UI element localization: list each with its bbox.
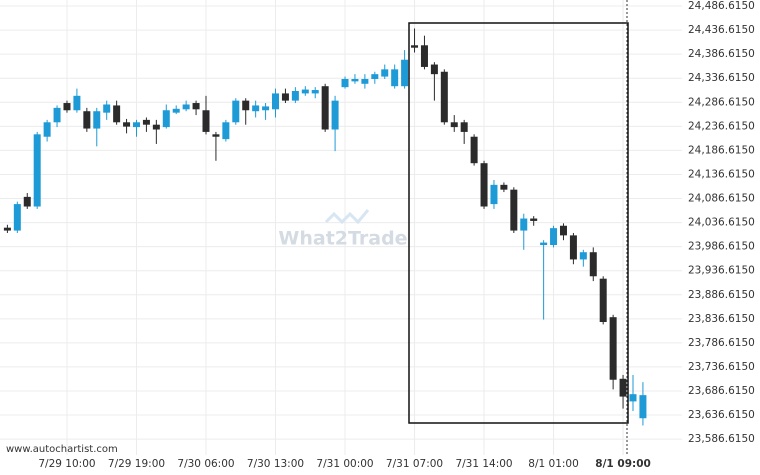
- candle-body: [391, 69, 399, 87]
- candle-body: [351, 78, 359, 82]
- candle-body: [182, 104, 190, 110]
- x-tick-label: 7/29 10:00: [38, 458, 95, 470]
- candle-body: [281, 93, 289, 101]
- source: www.autochartist.com: [6, 444, 118, 455]
- candle-body: [73, 95, 81, 111]
- y-tick-label: 23,786.6150: [688, 337, 755, 349]
- x-tick-label: 8/1 09:00: [595, 458, 651, 470]
- candle-body: [321, 86, 329, 130]
- candle-body: [540, 242, 548, 245]
- y-tick-label: 23,636.6150: [688, 409, 755, 421]
- candle-body: [232, 100, 240, 123]
- watermark: What2Trade: [278, 228, 407, 250]
- candle-body: [113, 105, 121, 123]
- candle-body: [252, 105, 260, 112]
- candle-body: [500, 184, 508, 190]
- y-tick-label: 23,836.6150: [688, 313, 755, 325]
- y-tick-label: 24,036.6150: [688, 217, 755, 229]
- y-tick-label: 24,136.6150: [688, 168, 755, 180]
- candle-body: [23, 196, 31, 207]
- y-tick-label: 23,936.6150: [688, 265, 755, 277]
- candle-body: [93, 111, 101, 129]
- y-tick-label: 23,986.6150: [688, 241, 755, 253]
- y-tick-label: 24,186.6150: [688, 144, 755, 156]
- y-tick-label: 23,586.6150: [688, 433, 755, 445]
- x-tick-label: 7/30 06:00: [177, 458, 234, 470]
- candle-body: [172, 108, 180, 113]
- candle-body: [589, 252, 597, 277]
- candle-body: [301, 89, 309, 94]
- candle-body: [530, 218, 538, 221]
- candle-body: [341, 78, 349, 88]
- candle-body: [152, 124, 160, 130]
- y-tick-label: 24,086.6150: [688, 193, 755, 205]
- pattern-box: [408, 22, 629, 424]
- y-tick-label: 24,486.6150: [688, 0, 755, 12]
- candle-body: [361, 78, 369, 84]
- candle-body: [142, 119, 150, 125]
- candle-body: [639, 395, 647, 419]
- y-tick-label: 24,236.6150: [688, 120, 755, 132]
- candle-body: [559, 225, 567, 236]
- candle-body: [162, 110, 170, 128]
- x-tick-label: 7/31 00:00: [316, 458, 373, 470]
- candle-body: [490, 184, 498, 205]
- candle-body: [371, 74, 379, 79]
- candle-body: [242, 100, 250, 111]
- candle-body: [331, 100, 339, 130]
- y-tick-label: 24,386.6150: [688, 48, 755, 60]
- candle-body: [83, 111, 91, 129]
- candle-body: [430, 64, 438, 75]
- candle-body: [53, 107, 61, 123]
- candle-body: [420, 45, 428, 67]
- candle-body: [381, 69, 389, 77]
- candle-body: [520, 218, 528, 231]
- candle-body: [599, 278, 607, 322]
- x-tick-label: 7/29 19:00: [108, 458, 165, 470]
- candle-body: [202, 110, 210, 132]
- candle-body: [192, 103, 200, 110]
- watermark-logo: [324, 209, 370, 225]
- y-tick-label: 24,336.6150: [688, 72, 755, 84]
- candle-body: [619, 378, 627, 397]
- candle-body: [132, 122, 140, 128]
- y-tick-label: 23,686.6150: [688, 385, 755, 397]
- candle-body: [510, 189, 518, 231]
- candle-body: [272, 93, 280, 110]
- candle-body: [460, 122, 468, 132]
- candle-body: [579, 252, 587, 260]
- candle-body: [33, 134, 41, 207]
- candle-body: [470, 136, 478, 164]
- x-tick-label: 7/31 14:00: [455, 458, 512, 470]
- candle-body: [103, 104, 111, 113]
- candle-body: [450, 122, 458, 128]
- candle-body: [13, 204, 21, 231]
- candle-body: [629, 394, 637, 402]
- candle-body: [222, 122, 230, 140]
- candle-body: [262, 106, 270, 111]
- candle-body: [291, 91, 299, 101]
- candle-body: [550, 228, 558, 245]
- candle-body: [212, 134, 220, 137]
- candle-body: [569, 235, 577, 260]
- candle-body: [123, 122, 131, 127]
- x-tick-label: 7/30 13:00: [247, 458, 304, 470]
- x-tick-label: 7/31 07:00: [386, 458, 443, 470]
- y-tick-label: 24,436.6150: [688, 24, 755, 36]
- candle-body: [401, 59, 409, 87]
- candle-body: [480, 163, 488, 207]
- x-tick-label: 8/1 01:00: [528, 458, 579, 470]
- candle-body: [63, 103, 71, 111]
- candle-body: [311, 90, 319, 94]
- candles: [3, 28, 647, 426]
- candle-body: [411, 45, 419, 48]
- y-tick-label: 24,286.6150: [688, 96, 755, 108]
- y-tick-label: 23,736.6150: [688, 361, 755, 373]
- candle-body: [3, 227, 11, 231]
- candle-body: [609, 317, 617, 380]
- candle-body: [440, 71, 448, 123]
- candle-body: [43, 122, 51, 137]
- y-tick-label: 23,886.6150: [688, 289, 755, 301]
